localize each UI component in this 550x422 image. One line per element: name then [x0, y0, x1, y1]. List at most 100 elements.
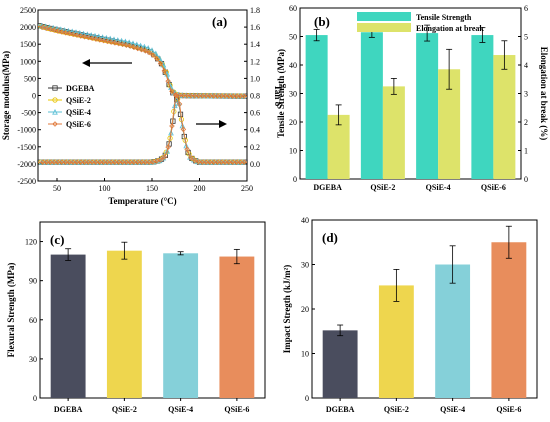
x-tick-label: 150: [146, 184, 158, 193]
data-point: [77, 159, 84, 165]
x-tick-label: QSiE-2: [112, 405, 137, 414]
y2-axis-title: Elongation at break (%): [539, 47, 549, 141]
data-point: [52, 121, 58, 127]
data-point: [161, 154, 168, 160]
x-tick-label: 100: [99, 184, 111, 193]
data-point: [131, 44, 137, 51]
data-point: [160, 61, 167, 68]
legend-label: QSiE-6: [66, 120, 91, 129]
y-tick-label: 20: [289, 118, 297, 127]
panel-c: 0 30 60 90 120 DGEBA QSiE-2 QSiE-4 QSiE-6 Flexura…: [6, 221, 266, 414]
data-point: [138, 46, 145, 53]
data-point: [207, 159, 213, 165]
legend-label: QSiE-2: [66, 96, 91, 105]
data-point: [58, 159, 65, 165]
panel-d: 0 10 20 30 40 DGEBA QSiE-2 QSiE-4 QSiE-6 Impact S…: [282, 216, 538, 414]
data-point: [191, 157, 198, 164]
legend: DGEBA QSiE-2 QSiE-4 QSiE-6: [48, 84, 95, 129]
data-point: [172, 92, 179, 98]
panel-label: (b): [314, 14, 330, 29]
data-point: [210, 93, 217, 99]
data-point: [149, 47, 155, 53]
data-point: [164, 147, 171, 154]
y2-tick-label: 4: [524, 61, 528, 70]
data-point: [165, 78, 171, 84]
bar: [438, 69, 461, 179]
data-point: [134, 45, 141, 52]
bar: [360, 32, 383, 179]
x-tick-label: QSiE-4: [440, 405, 465, 414]
y-tick-label: 500: [24, 74, 36, 83]
data-point: [123, 42, 130, 48]
data-point: [52, 97, 58, 103]
data-point: [157, 157, 164, 163]
data-point: [85, 159, 92, 165]
y-tick-label: 2500: [20, 6, 36, 15]
plot-frame: [39, 221, 266, 399]
y-tick-label: 40: [289, 61, 297, 70]
data-point: [93, 159, 99, 165]
data-point: [112, 40, 118, 46]
data-point: [153, 55, 160, 62]
y-tick-label: 50: [289, 33, 297, 42]
data-point: [51, 27, 57, 33]
y2-tick-label: 0.2: [250, 143, 260, 152]
data-point: [55, 159, 61, 165]
data-point: [180, 126, 187, 133]
y-tick-label: 10: [289, 147, 297, 156]
bar: [416, 33, 439, 179]
y-tick-label: 60: [289, 4, 297, 13]
y2-axis-title: Tan δ: [273, 85, 283, 107]
bar: [378, 285, 414, 398]
x-tick-label: 50: [53, 184, 61, 193]
data-point: [66, 30, 73, 37]
y-tick-label: 20: [301, 305, 309, 314]
data-point: [119, 41, 126, 48]
y2-tick-label: 2: [524, 118, 528, 127]
data-point: [112, 159, 118, 165]
data-point: [226, 93, 232, 99]
data-point: [199, 93, 206, 99]
data-point: [142, 48, 149, 54]
y2-tick-label: 0.8: [250, 92, 260, 101]
data-point: [100, 159, 107, 165]
data-point: [55, 28, 61, 34]
data-point: [172, 92, 179, 99]
bar: [382, 86, 405, 179]
data-point: [100, 37, 107, 44]
data-point: [184, 146, 190, 153]
panel-label: (a): [212, 14, 227, 29]
y2-tick-label: 6: [524, 4, 528, 13]
data-point: [222, 93, 228, 99]
data-point: [184, 92, 190, 99]
data-point: [188, 154, 194, 161]
data-point: [241, 93, 247, 99]
data-point: [203, 159, 209, 165]
data-point: [191, 92, 198, 99]
data-point: [176, 92, 183, 99]
panel-a: 50 100 150 200 250 -2500 -2000 -1500 -1000 -500 0 5…: [1, 6, 283, 206]
data-point: [180, 92, 187, 99]
data-point: [51, 159, 57, 165]
data-point: [188, 92, 194, 99]
y-tick-label: -2000: [17, 160, 36, 169]
bar: [493, 55, 516, 179]
data-point: [74, 159, 80, 165]
data-point: [96, 37, 103, 43]
y2-tick-label: 1: [524, 147, 528, 156]
bar: [219, 256, 255, 398]
y-axis-title: Tensile Strength (MPa): [276, 49, 286, 138]
legend-label: DGEBA: [66, 84, 95, 93]
x-tick-label: QSiE-2: [370, 183, 395, 192]
data-point: [195, 93, 202, 99]
data-point: [145, 45, 152, 51]
data-point: [43, 25, 50, 31]
bar: [163, 253, 199, 398]
x-tick-label: QSiE-2: [384, 405, 409, 414]
legend-swatch: [357, 23, 411, 32]
data-point: [233, 93, 240, 99]
data-point: [214, 159, 221, 165]
bar: [491, 242, 527, 398]
data-point: [169, 123, 175, 129]
y-axis-title: Storage modulus(MPa): [1, 51, 11, 140]
